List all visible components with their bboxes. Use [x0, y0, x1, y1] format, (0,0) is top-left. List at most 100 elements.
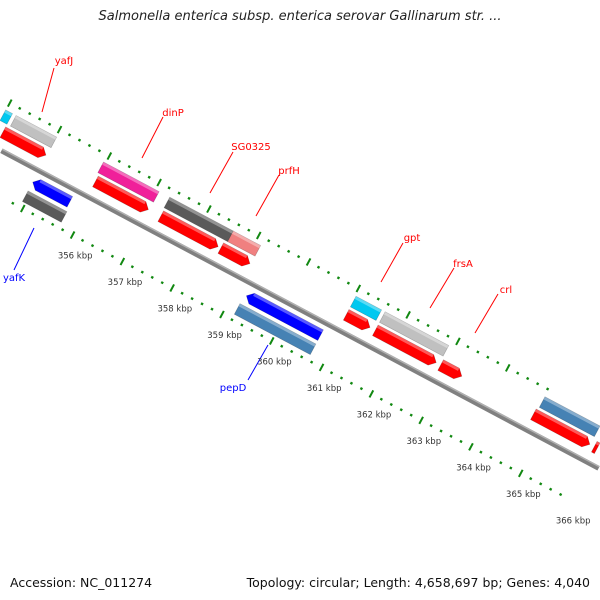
top-scale-minor-tick — [426, 323, 430, 328]
top-scale-minor-tick — [97, 149, 102, 153]
feature-highlight — [376, 324, 434, 358]
feature-box — [0, 109, 13, 125]
bottom-scale-minor-tick — [499, 461, 503, 465]
bottom-scale-minor-tick — [240, 323, 244, 327]
tick-label: 357 kbp — [108, 278, 143, 288]
gene-label-prfH: prfH — [278, 166, 300, 177]
bottom-scale-minor-tick — [359, 386, 364, 391]
tick-label: 359 kbp — [207, 331, 242, 341]
feature-box — [10, 115, 58, 149]
gene-label-gpt: gpt — [404, 233, 421, 244]
gene-prfH-leader-line — [255, 174, 280, 217]
gene-label-SG0325: SG0325 — [231, 142, 271, 153]
bottom-scale-major-tick — [318, 363, 325, 372]
bottom-scale-minor-tick — [250, 328, 254, 332]
feature-highlight — [347, 309, 368, 323]
top-scale-minor-tick — [436, 329, 440, 333]
backbone-line — [0, 148, 600, 471]
tick-label: 365 kbp — [506, 490, 541, 500]
top-scale-minor-tick — [87, 143, 92, 148]
gene-gpt-leader-line — [380, 242, 404, 283]
top-scale-minor-tick — [217, 212, 221, 216]
top-scale-major-tick — [455, 337, 461, 346]
feature-highlight — [4, 109, 13, 117]
bottom-scale-minor-tick — [309, 360, 314, 364]
feature-highlight — [231, 230, 261, 249]
top-scale-minor-tick — [376, 297, 380, 301]
bottom-scale-major-tick — [518, 469, 524, 478]
bottom-scale-minor-tick — [290, 349, 294, 354]
top-scale-major-tick — [504, 363, 511, 372]
feature-box — [379, 311, 450, 357]
gene-yafK-leader-line — [13, 227, 35, 271]
bottom-scale-major-tick — [418, 416, 424, 425]
top-scale-major-tick — [156, 178, 162, 187]
top-scale-minor-tick — [197, 202, 201, 206]
bottom-scale-minor-tick — [210, 307, 214, 311]
bottom-scale-major-tick — [269, 336, 275, 345]
top-scale-minor-tick — [117, 159, 121, 163]
bottom-scale-major-tick — [119, 257, 126, 266]
bottom-scale-major-tick — [20, 204, 26, 213]
accession-text: Accession: NC_011274 — [10, 575, 153, 590]
tick-labels: 356 kbp 357 kbp 358 kbp 359 kbp 360 kbp 361 k… — [58, 252, 591, 527]
gene-label-pepD: pepD — [220, 383, 247, 394]
top-scale-minor-tick — [326, 270, 331, 275]
top-scale-minor-tick — [237, 223, 241, 227]
feature-highlight — [595, 441, 600, 446]
top-scale-minor-tick — [476, 350, 480, 354]
top-scale-major-tick — [305, 257, 312, 266]
gene-dinP-leader-line — [141, 116, 164, 159]
feature-highlight — [442, 359, 460, 371]
bottom-scale-major-tick — [368, 389, 375, 398]
bottom-scale-minor-tick — [100, 249, 105, 253]
feature-highlight — [162, 210, 216, 242]
bottom-scale-minor-tick — [329, 371, 334, 375]
bottom-scale-minor-tick — [339, 376, 344, 380]
gene-label-crl: crl — [500, 285, 512, 296]
feature-box — [349, 295, 383, 321]
feature-highlight — [222, 242, 248, 259]
genome-title: Salmonella enterica subsp. enterica sero… — [98, 9, 502, 24]
bottom-scale-minor-tick — [300, 355, 304, 359]
feature-highlight — [96, 176, 146, 205]
bottom-scale-minor-tick — [509, 466, 513, 470]
bottom-scale-major-tick — [69, 231, 76, 240]
bottom-scale-minor-tick — [389, 402, 393, 407]
feature-highlight — [543, 396, 600, 429]
gene-arrow — [32, 179, 74, 208]
top-scale-minor-tick — [386, 302, 390, 306]
gene-arrow — [437, 359, 463, 380]
bottom-scale-minor-tick — [230, 318, 234, 322]
bottom-scale-major-tick — [468, 442, 474, 451]
tick-label: 362 kbp — [357, 411, 392, 421]
gene-arrow — [372, 324, 437, 366]
top-scale-minor-tick — [277, 244, 281, 248]
bottom-scale-minor-tick — [558, 492, 563, 497]
gene-label-frsA: frsA — [453, 259, 473, 270]
gene-arrow — [0, 126, 47, 158]
gene-pepD-leader-line — [247, 344, 269, 381]
feature-box — [227, 230, 262, 257]
feature-highlight — [383, 311, 449, 349]
top-scale-minor-tick — [526, 376, 530, 381]
bottom-scale-minor-tick — [449, 434, 453, 438]
feature-box — [97, 161, 160, 203]
bottom-scale-minor-tick — [529, 477, 533, 481]
top-scale-minor-tick — [466, 345, 470, 349]
top-scale-minor-tick — [486, 355, 490, 359]
genome-summary-text: Topology: circular; Length: 4,658,697 bp… — [246, 575, 590, 590]
backbone-highlight — [1, 148, 600, 468]
top-scale-minor-tick — [287, 249, 291, 253]
top-scale-minor-tick — [38, 117, 42, 121]
feature-highlight — [354, 296, 382, 313]
bottom-scale-minor-tick — [539, 482, 543, 486]
bottom-scale-major-tick — [169, 283, 175, 292]
top-scale-major-tick — [7, 99, 13, 108]
top-scale-minor-tick — [28, 112, 32, 116]
bottom-scale-minor-tick — [439, 429, 443, 433]
bottom-scale-minor-tick — [479, 450, 483, 454]
top-scale-minor-tick — [336, 276, 341, 280]
top-scale-minor-tick — [137, 170, 141, 174]
